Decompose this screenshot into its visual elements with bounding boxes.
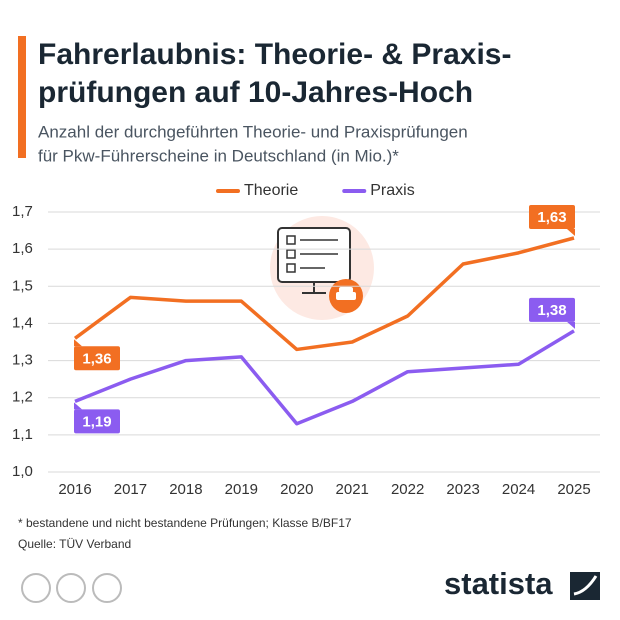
x-tick-label: 2022 (391, 481, 424, 498)
x-tick-label: 2024 (502, 481, 535, 498)
legend-label: Theorie (244, 182, 298, 199)
y-tick-label: 1,7 (12, 203, 33, 220)
y-tick-label: 1,3 (12, 352, 33, 369)
footnote: * bestandene und nicht bestandene Prüfun… (18, 516, 352, 530)
data-label-pointer (567, 229, 575, 236)
data-label-pointer (74, 402, 82, 410)
y-tick-label: 1,0 (12, 463, 33, 480)
y-tick-label: 1,2 (12, 389, 33, 406)
y-tick-label: 1,1 (12, 426, 33, 443)
data-label-box (74, 409, 120, 434)
data-label-pointer (567, 321, 575, 329)
chart-title: Fahrerlaubnis: Theorie- & Praxis- (38, 38, 511, 71)
data-label: 1,38 (537, 302, 566, 319)
y-tick-label: 1,5 (12, 277, 33, 294)
brand-logo (573, 575, 598, 596)
data-label-box (529, 205, 575, 229)
chart-subtitle: für Pkw-Führerscheine in Deutschland (in… (38, 146, 399, 165)
chart-title: prüfungen auf 10-Jahres-Hoch (38, 76, 473, 109)
data-label-box (529, 297, 575, 322)
brand: statista (444, 566, 553, 601)
x-tick-label: 2016 (58, 481, 91, 498)
y-tick-label: 1,4 (12, 314, 33, 331)
data-label: 1,63 (537, 209, 566, 226)
series-line (74, 329, 575, 426)
icon (270, 216, 374, 320)
chart-subtitle: Anzahl der durchgeführten Theorie- und P… (38, 122, 468, 141)
data-label: 1,19 (82, 413, 111, 430)
data-label: 1,36 (82, 350, 111, 367)
x-tick-label: 2025 (557, 481, 590, 498)
x-tick-label: 2021 (336, 481, 369, 498)
title-accent (18, 36, 26, 158)
legend-label: Praxis (370, 182, 414, 199)
series-line (73, 236, 575, 352)
x-tick-label: 2023 (446, 481, 479, 498)
x-tick-label: 2019 (225, 481, 258, 498)
data-label-pointer (74, 339, 82, 347)
data-label-box (74, 346, 120, 371)
license-icons (21, 573, 122, 603)
x-tick-label: 2018 (169, 481, 202, 498)
source: Quelle: TÜV Verband (18, 537, 131, 551)
y-tick-label: 1,6 (12, 240, 33, 257)
x-tick-label: 2017 (114, 481, 147, 498)
x-tick-label: 2020 (280, 481, 313, 498)
